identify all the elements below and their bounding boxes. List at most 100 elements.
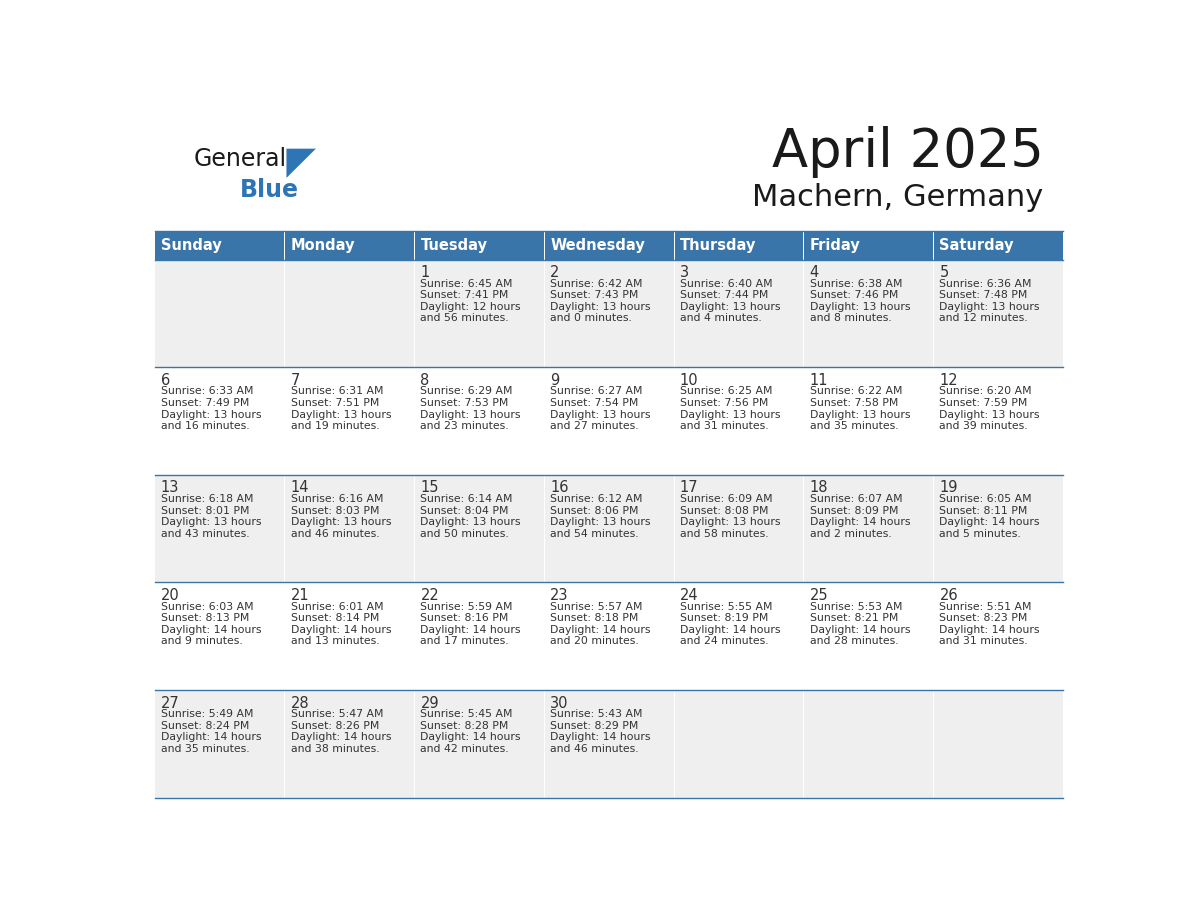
Text: and 42 minutes.: and 42 minutes. <box>421 744 508 754</box>
Text: Daylight: 13 hours: Daylight: 13 hours <box>421 517 520 527</box>
Text: and 17 minutes.: and 17 minutes. <box>421 636 508 646</box>
Text: Daylight: 14 hours: Daylight: 14 hours <box>940 517 1040 527</box>
Text: 23: 23 <box>550 588 569 603</box>
Text: Sunrise: 6:40 AM: Sunrise: 6:40 AM <box>680 279 772 289</box>
Text: 24: 24 <box>680 588 699 603</box>
Text: Sunrise: 5:59 AM: Sunrise: 5:59 AM <box>421 601 513 611</box>
Text: Sunrise: 6:14 AM: Sunrise: 6:14 AM <box>421 494 513 504</box>
Text: Sunrise: 5:47 AM: Sunrise: 5:47 AM <box>291 710 384 720</box>
Text: Sunday: Sunday <box>160 238 222 252</box>
Text: 18: 18 <box>810 480 828 495</box>
Text: Sunrise: 6:42 AM: Sunrise: 6:42 AM <box>550 279 643 289</box>
Text: and 19 minutes.: and 19 minutes. <box>291 421 379 431</box>
Bar <box>284 231 415 260</box>
Text: Blue: Blue <box>240 178 299 202</box>
Text: Sunrise: 6:20 AM: Sunrise: 6:20 AM <box>940 386 1032 397</box>
Text: and 24 minutes.: and 24 minutes. <box>680 636 769 646</box>
Text: 29: 29 <box>421 696 440 711</box>
Text: and 4 minutes.: and 4 minutes. <box>680 313 762 323</box>
Text: Tuesday: Tuesday <box>421 238 487 252</box>
Text: Sunset: 7:43 PM: Sunset: 7:43 PM <box>550 290 638 300</box>
Text: Friday: Friday <box>810 238 860 252</box>
Text: 4: 4 <box>810 265 819 280</box>
Text: Sunset: 8:28 PM: Sunset: 8:28 PM <box>421 721 508 731</box>
Text: Sunset: 8:01 PM: Sunset: 8:01 PM <box>160 506 249 516</box>
Text: 12: 12 <box>940 373 958 387</box>
Text: Wednesday: Wednesday <box>550 238 645 252</box>
Text: 5: 5 <box>940 265 949 280</box>
Text: 21: 21 <box>291 588 309 603</box>
Text: Daylight: 14 hours: Daylight: 14 hours <box>550 733 651 743</box>
Text: 25: 25 <box>810 588 828 603</box>
Text: Daylight: 14 hours: Daylight: 14 hours <box>160 625 261 635</box>
Text: Sunset: 7:48 PM: Sunset: 7:48 PM <box>940 290 1028 300</box>
Text: Sunrise: 6:03 AM: Sunrise: 6:03 AM <box>160 601 253 611</box>
Text: Sunset: 8:19 PM: Sunset: 8:19 PM <box>680 613 769 623</box>
Text: Daylight: 14 hours: Daylight: 14 hours <box>550 625 651 635</box>
Text: Daylight: 13 hours: Daylight: 13 hours <box>291 409 391 420</box>
Text: Sunset: 7:46 PM: Sunset: 7:46 PM <box>810 290 898 300</box>
Text: Sunrise: 6:45 AM: Sunrise: 6:45 AM <box>421 279 513 289</box>
Text: Sunrise: 5:45 AM: Sunrise: 5:45 AM <box>421 710 513 720</box>
Text: Sunset: 8:14 PM: Sunset: 8:14 PM <box>291 613 379 623</box>
Text: and 38 minutes.: and 38 minutes. <box>291 744 379 754</box>
Text: and 2 minutes.: and 2 minutes. <box>810 529 891 539</box>
Text: and 12 minutes.: and 12 minutes. <box>940 313 1028 323</box>
Text: and 28 minutes.: and 28 minutes. <box>810 636 898 646</box>
Text: Sunset: 8:26 PM: Sunset: 8:26 PM <box>291 721 379 731</box>
Text: Daylight: 14 hours: Daylight: 14 hours <box>291 733 391 743</box>
Text: 14: 14 <box>291 480 309 495</box>
Text: Sunset: 7:44 PM: Sunset: 7:44 PM <box>680 290 769 300</box>
Text: Daylight: 14 hours: Daylight: 14 hours <box>940 625 1040 635</box>
Text: Daylight: 14 hours: Daylight: 14 hours <box>291 625 391 635</box>
Text: and 0 minutes.: and 0 minutes. <box>550 313 632 323</box>
Text: Sunrise: 5:55 AM: Sunrise: 5:55 AM <box>680 601 772 611</box>
Text: Daylight: 14 hours: Daylight: 14 hours <box>680 625 781 635</box>
Text: and 13 minutes.: and 13 minutes. <box>291 636 379 646</box>
Text: and 43 minutes.: and 43 minutes. <box>160 529 249 539</box>
Text: 10: 10 <box>680 373 699 387</box>
Text: Sunset: 8:09 PM: Sunset: 8:09 PM <box>810 506 898 516</box>
Text: Sunrise: 6:33 AM: Sunrise: 6:33 AM <box>160 386 253 397</box>
Text: Sunset: 7:53 PM: Sunset: 7:53 PM <box>421 398 508 408</box>
Text: and 39 minutes.: and 39 minutes. <box>940 421 1028 431</box>
Text: 26: 26 <box>940 588 958 603</box>
Text: and 8 minutes.: and 8 minutes. <box>810 313 891 323</box>
Text: 9: 9 <box>550 373 560 387</box>
Text: Daylight: 13 hours: Daylight: 13 hours <box>160 517 261 527</box>
Text: and 27 minutes.: and 27 minutes. <box>550 421 639 431</box>
Bar <box>154 583 1063 690</box>
Text: 8: 8 <box>421 373 430 387</box>
Text: and 46 minutes.: and 46 minutes. <box>550 744 639 754</box>
Text: Daylight: 14 hours: Daylight: 14 hours <box>421 733 520 743</box>
Text: Sunrise: 6:27 AM: Sunrise: 6:27 AM <box>550 386 643 397</box>
Text: Sunrise: 6:31 AM: Sunrise: 6:31 AM <box>291 386 384 397</box>
Text: Daylight: 13 hours: Daylight: 13 hours <box>940 302 1040 312</box>
Text: 2: 2 <box>550 265 560 280</box>
Text: 3: 3 <box>680 265 689 280</box>
Text: Sunrise: 6:05 AM: Sunrise: 6:05 AM <box>940 494 1032 504</box>
Text: Daylight: 13 hours: Daylight: 13 hours <box>291 517 391 527</box>
Text: Sunset: 8:24 PM: Sunset: 8:24 PM <box>160 721 249 731</box>
Text: 13: 13 <box>160 480 179 495</box>
Text: Sunrise: 6:07 AM: Sunrise: 6:07 AM <box>810 494 903 504</box>
Text: and 31 minutes.: and 31 minutes. <box>940 636 1028 646</box>
Bar <box>934 231 1063 260</box>
Text: 15: 15 <box>421 480 438 495</box>
Text: Sunset: 8:18 PM: Sunset: 8:18 PM <box>550 613 638 623</box>
Text: Thursday: Thursday <box>680 238 757 252</box>
Text: Daylight: 13 hours: Daylight: 13 hours <box>680 409 781 420</box>
Text: Sunset: 8:08 PM: Sunset: 8:08 PM <box>680 506 769 516</box>
Text: Sunset: 7:59 PM: Sunset: 7:59 PM <box>940 398 1028 408</box>
Text: Saturday: Saturday <box>940 238 1013 252</box>
Text: Sunrise: 6:18 AM: Sunrise: 6:18 AM <box>160 494 253 504</box>
Text: April 2025: April 2025 <box>772 126 1043 177</box>
Text: and 35 minutes.: and 35 minutes. <box>810 421 898 431</box>
Text: Daylight: 13 hours: Daylight: 13 hours <box>550 517 651 527</box>
Text: Sunrise: 6:01 AM: Sunrise: 6:01 AM <box>291 601 384 611</box>
Bar <box>154 231 284 260</box>
Text: Sunrise: 6:16 AM: Sunrise: 6:16 AM <box>291 494 384 504</box>
Bar <box>674 231 803 260</box>
Text: and 46 minutes.: and 46 minutes. <box>291 529 379 539</box>
Text: Sunset: 8:11 PM: Sunset: 8:11 PM <box>940 506 1028 516</box>
